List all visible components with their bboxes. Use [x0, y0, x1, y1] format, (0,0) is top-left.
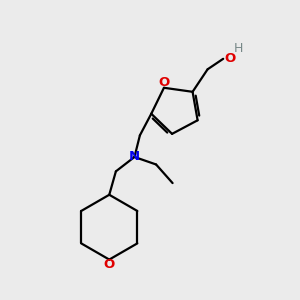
- Text: H: H: [234, 42, 244, 55]
- Text: O: O: [103, 259, 115, 272]
- Text: O: O: [158, 76, 169, 89]
- Text: N: N: [129, 151, 140, 164]
- Text: O: O: [224, 52, 236, 65]
